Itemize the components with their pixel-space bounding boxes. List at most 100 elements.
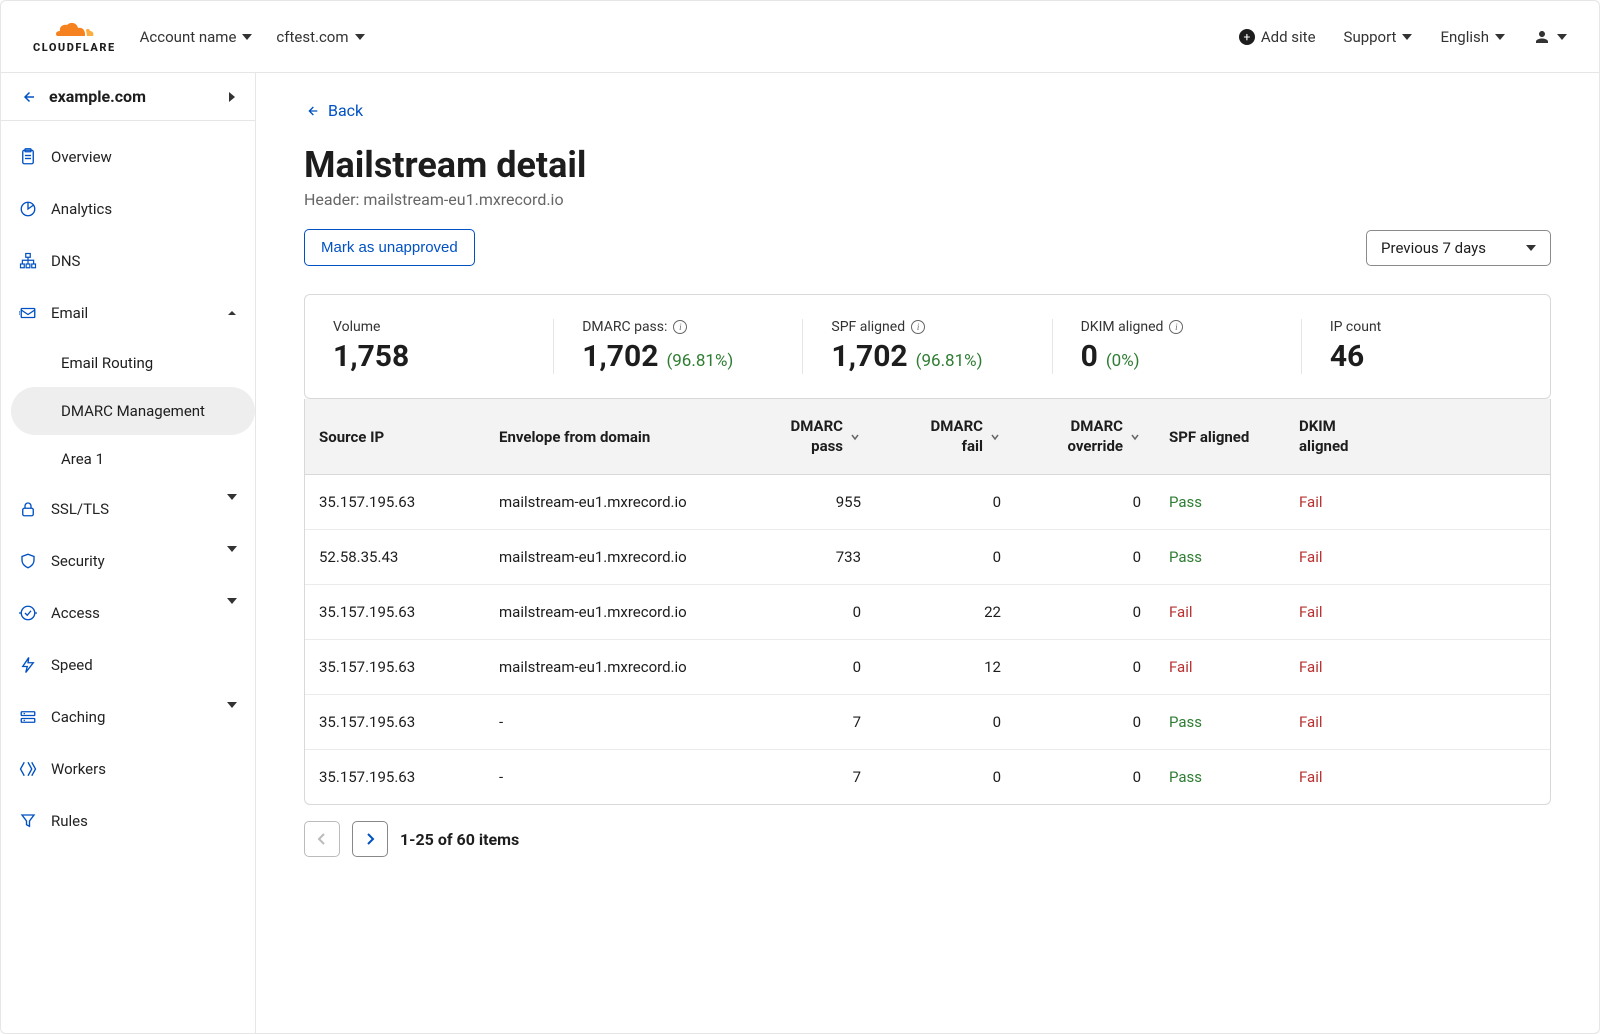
- table-row[interactable]: 35.157.195.63mailstream-eu1.mxrecord.io9…: [305, 475, 1550, 530]
- sidebar: example.com Overview AnalyticsDNS Email Ema…: [1, 73, 256, 1033]
- sidebar-item-email[interactable]: Email: [1, 287, 255, 339]
- stat-value: 1,702 (96.81%): [582, 339, 774, 374]
- info-icon[interactable]: i: [911, 320, 925, 334]
- table-cell: 0: [1015, 640, 1155, 694]
- table-cell: 733: [735, 530, 875, 584]
- sidebar-item-label: Overview: [51, 148, 112, 166]
- pagination: 1-25 of 60 items: [304, 821, 1551, 857]
- back-link[interactable]: Back: [304, 101, 363, 120]
- user-menu[interactable]: [1533, 28, 1567, 46]
- chevron-left-icon: [317, 832, 327, 846]
- sidebar-item-overview[interactable]: Overview: [1, 131, 255, 183]
- column-header-dmarc-fail[interactable]: DMARCfail: [875, 399, 1015, 474]
- table-row[interactable]: 35.157.195.63-700PassFail: [305, 695, 1550, 750]
- chevron-right-icon: [227, 91, 237, 103]
- mark-unapproved-button[interactable]: Mark as unapproved: [304, 229, 475, 266]
- language-menu[interactable]: English: [1440, 28, 1505, 46]
- sidebar-item-workers[interactable]: Workers: [1, 743, 255, 795]
- sort-icon: [849, 431, 861, 443]
- column-header-spf-aligned: SPF aligned: [1155, 399, 1285, 474]
- sidebar-item-label: Email: [51, 304, 88, 322]
- prev-page-button[interactable]: [304, 821, 340, 857]
- info-icon[interactable]: i: [673, 320, 687, 334]
- table-row[interactable]: 35.157.195.63-700PassFail: [305, 750, 1550, 804]
- chevron-right-icon: [365, 832, 375, 846]
- sidebar-subitem-area-1[interactable]: Area 1: [1, 435, 255, 483]
- support-menu[interactable]: Support: [1344, 28, 1413, 46]
- chevron-down-icon: [227, 708, 237, 726]
- sidebar-item-label: Access: [51, 604, 100, 622]
- sidebar-item-access[interactable]: Access: [1, 587, 255, 639]
- current-domain-label: example.com: [49, 87, 215, 106]
- sidebar-item-label: Caching: [51, 708, 105, 726]
- table-cell: Fail: [1285, 530, 1415, 584]
- sidebar-subitem-dmarc-management[interactable]: DMARC Management: [11, 387, 255, 435]
- domain-crumb[interactable]: example.com: [1, 73, 255, 121]
- domain-selector[interactable]: cftest.com: [276, 28, 364, 46]
- table-cell: Pass: [1155, 695, 1285, 749]
- plus-circle-icon: +: [1239, 29, 1255, 45]
- column-header-dmarc-override[interactable]: DMARCoverride: [1015, 399, 1155, 474]
- date-range-label: Previous 7 days: [1381, 239, 1486, 257]
- table-row[interactable]: 35.157.195.63mailstream-eu1.mxrecord.io0…: [305, 585, 1550, 640]
- caret-down-icon: [1495, 34, 1505, 40]
- date-range-select[interactable]: Previous 7 days: [1366, 230, 1551, 266]
- stat-volume: Volume1,758: [305, 319, 554, 374]
- domain-label: cftest.com: [276, 28, 348, 46]
- table-header: Source IPEnvelope from domainDMARCpass D…: [305, 399, 1550, 475]
- table-row[interactable]: 52.58.35.43mailstream-eu1.mxrecord.io733…: [305, 530, 1550, 585]
- table-row[interactable]: 35.157.195.63mailstream-eu1.mxrecord.io0…: [305, 640, 1550, 695]
- table-cell: 22: [875, 585, 1015, 639]
- sidebar-item-rules[interactable]: Rules: [1, 795, 255, 847]
- table-cell: 955: [735, 475, 875, 529]
- caret-down-icon: [1526, 245, 1536, 251]
- topbar: CLOUDFLARE Account name cftest.com + Add…: [1, 1, 1599, 73]
- table-cell: mailstream-eu1.mxrecord.io: [485, 640, 735, 694]
- table-cell: Fail: [1285, 750, 1415, 804]
- chevron-down-icon: [227, 552, 237, 570]
- sidebar-subitem-email-routing[interactable]: Email Routing: [1, 339, 255, 387]
- bolt-icon: [19, 656, 37, 674]
- table-cell: 0: [875, 750, 1015, 804]
- table-cell: 0: [1015, 695, 1155, 749]
- table-body: 35.157.195.63mailstream-eu1.mxrecord.io9…: [305, 475, 1550, 804]
- sidebar-item-label: Workers: [51, 760, 106, 778]
- column-header-dkim-aligned: DKIMaligned: [1285, 399, 1415, 474]
- sort-icon: [989, 431, 1001, 443]
- stat-dkim-aligned: DKIM aligned i0 (0%): [1053, 319, 1302, 374]
- table-cell: Fail: [1155, 640, 1285, 694]
- brand-text: CLOUDFLARE: [33, 41, 116, 54]
- sidebar-item-caching[interactable]: Caching: [1, 691, 255, 743]
- stat-label: Volume: [333, 319, 525, 335]
- sidebar-item-analytics[interactable]: Analytics: [1, 183, 255, 235]
- stat-dmarc-pass-: DMARC pass: i1,702 (96.81%): [554, 319, 803, 374]
- sidebar-item-security[interactable]: Security: [1, 535, 255, 587]
- table-cell: 35.157.195.63: [305, 750, 485, 804]
- table-cell: 0: [1015, 530, 1155, 584]
- table-cell: 7: [735, 750, 875, 804]
- table-cell: 35.157.195.63: [305, 475, 485, 529]
- sidebar-item-label: Security: [51, 552, 105, 570]
- column-header-source-ip: Source IP: [305, 399, 485, 474]
- table-cell: Fail: [1285, 695, 1415, 749]
- logo[interactable]: CLOUDFLARE: [33, 19, 116, 54]
- table-cell: -: [485, 750, 735, 804]
- add-site-button[interactable]: + Add site: [1239, 28, 1316, 46]
- chevron-down-icon: [227, 500, 237, 518]
- back-label: Back: [328, 101, 363, 120]
- sidebar-item-ssl-tls[interactable]: SSL/TLS: [1, 483, 255, 535]
- table-cell: 0: [875, 530, 1015, 584]
- table-cell: 35.157.195.63: [305, 640, 485, 694]
- sidebar-item-speed[interactable]: Speed: [1, 639, 255, 691]
- user-icon: [1533, 28, 1551, 46]
- stat-ip-count: IP count46: [1302, 319, 1550, 374]
- clipboard-icon: [19, 148, 37, 166]
- language-label: English: [1440, 28, 1489, 46]
- table-cell: 0: [735, 640, 875, 694]
- next-page-button[interactable]: [352, 821, 388, 857]
- pagination-text: 1-25 of 60 items: [400, 830, 519, 849]
- info-icon[interactable]: i: [1169, 320, 1183, 334]
- account-selector[interactable]: Account name: [140, 28, 253, 46]
- column-header-dmarc-pass[interactable]: DMARCpass: [735, 399, 875, 474]
- sidebar-item-dns[interactable]: DNS: [1, 235, 255, 287]
